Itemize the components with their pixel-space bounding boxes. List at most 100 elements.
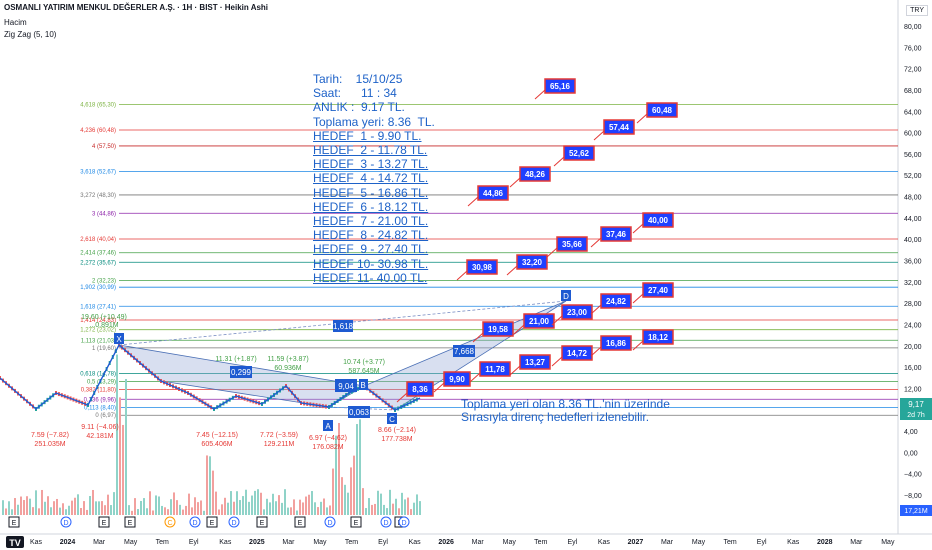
target-box	[523, 313, 555, 329]
volume-bar	[251, 495, 253, 515]
note-saat: Saat: 11 : 34	[313, 86, 397, 101]
event-marker[interactable]	[324, 516, 336, 528]
volume-bar	[374, 503, 376, 515]
target-arrow	[467, 196, 479, 207]
event-markers: EDEECDEDEEDEDED	[8, 516, 410, 528]
volume-bar	[242, 496, 244, 515]
y-tick-label: 32,00	[904, 280, 922, 287]
volume-bar	[203, 510, 205, 515]
event-marker[interactable]	[256, 516, 268, 528]
event-marker[interactable]	[164, 516, 176, 528]
swing-label-10b: ...0.891M	[89, 322, 118, 329]
target-arrow	[396, 392, 408, 403]
volume-bar	[167, 509, 169, 515]
volume-bar	[56, 498, 58, 515]
target-label: 30,98	[472, 263, 493, 272]
target-arrow	[513, 324, 525, 335]
volume-bar	[179, 504, 181, 515]
target-box	[642, 212, 674, 228]
target-label: 9,90	[449, 375, 465, 384]
event-marker-label: D	[231, 520, 236, 527]
y-tick-label: 56,00	[904, 152, 922, 159]
target-label: 40,00	[648, 216, 669, 225]
volume-bar	[344, 484, 346, 515]
volume-bar	[218, 509, 220, 515]
swing-label-6b: 177.738M	[381, 436, 412, 443]
x-tick-label: Kas	[598, 539, 611, 546]
volume-bar	[182, 509, 184, 515]
target-label: 21,00	[529, 317, 550, 326]
x-tick-label: Kas	[30, 539, 43, 546]
x-tick-label: Mar	[93, 539, 106, 546]
swing-label-2b: 42.181M	[86, 433, 113, 440]
volume-bar	[278, 495, 280, 515]
event-marker-label: E	[210, 520, 215, 527]
indicator-zigzag[interactable]: Zig Zag (5, 10)	[4, 30, 57, 39]
event-marker[interactable]	[60, 516, 72, 528]
volume-bar	[338, 422, 340, 515]
volume-bar	[317, 507, 319, 515]
y-tick-label: 48,00	[904, 195, 922, 202]
fib-label: 0,618 (14,78)	[80, 372, 116, 378]
target-label: 8,36	[412, 385, 428, 394]
target-label: 57,44	[609, 123, 630, 132]
x-tick-label: Eyl	[378, 539, 388, 546]
note-hedef-6: HEDEF 6 - 18.12 TL.	[313, 199, 429, 214]
note-hedef-8: HEDEF 8 - 24.82 TL.	[313, 228, 429, 243]
swing-label-5: 6.97 (−4.62)	[309, 435, 347, 442]
event-marker[interactable]	[98, 516, 110, 528]
volume-bar	[26, 496, 28, 515]
x-tick-label: Mar	[850, 539, 863, 546]
event-marker[interactable]	[124, 516, 136, 528]
event-marker[interactable]	[380, 516, 392, 528]
target-label: 60,48	[652, 106, 673, 115]
fib-label: 2,272 (35,67)	[80, 260, 116, 266]
x-tick-label: 2028	[817, 539, 833, 546]
swing-label-9: 10.74 (+3.77)	[343, 359, 385, 366]
volume-bar	[158, 496, 160, 515]
fib-label: 4 (57,50)	[92, 144, 116, 150]
currency-badge[interactable]: TRY	[906, 5, 928, 16]
volume-bar	[275, 501, 277, 515]
swing-label-5b: 176.082M	[312, 444, 343, 451]
volume-bar	[419, 501, 421, 515]
swing-labels: 7.59 (−7.82) 251.035M 9.11 (−4.06) 42.18…	[31, 314, 416, 451]
fib-label: 1,414 (24,83)	[80, 318, 116, 324]
ratio-2: 7,668	[454, 347, 475, 356]
target-arrow	[632, 293, 644, 304]
target-box	[519, 354, 551, 370]
volume-bar	[377, 490, 379, 515]
volume-bar	[32, 507, 34, 515]
volume-bar	[224, 497, 226, 515]
target-arrow	[590, 237, 602, 248]
ratio-3: 0,299	[231, 368, 252, 377]
volume-bar	[215, 491, 217, 515]
fib-label: 1 (19,60)	[92, 346, 116, 352]
event-marker[interactable]	[294, 516, 306, 528]
event-marker[interactable]	[350, 516, 362, 528]
event-marker[interactable]	[228, 516, 240, 528]
volume-bar	[71, 500, 73, 515]
volume-bar	[41, 489, 43, 515]
volume-bar	[200, 500, 202, 515]
target-label: 65,16	[550, 82, 571, 91]
note-hedef-9: HEDEF 9 - 27.40 TL.	[313, 242, 429, 257]
event-marker[interactable]	[8, 516, 20, 528]
event-marker-label: D	[327, 520, 332, 527]
event-marker[interactable]	[189, 516, 201, 528]
volume-bar	[308, 494, 310, 515]
x-tick-label: Kas	[219, 539, 232, 546]
volume-bar	[221, 504, 223, 515]
volume-bar	[350, 467, 352, 515]
volume-bar	[197, 502, 199, 515]
indicator-volume[interactable]: Hacim	[4, 18, 27, 27]
event-marker[interactable]	[398, 516, 410, 528]
event-marker[interactable]	[206, 516, 218, 528]
target-label: 19,58	[488, 325, 509, 334]
chart-title: OSMANLI YATIRIM MENKUL DEĞERLER A.Ş. · 1…	[4, 3, 269, 12]
ratio-4: 9,04	[338, 382, 354, 391]
point-a: A	[325, 422, 331, 431]
volume-bar	[353, 455, 355, 515]
target-arrow	[636, 113, 648, 124]
